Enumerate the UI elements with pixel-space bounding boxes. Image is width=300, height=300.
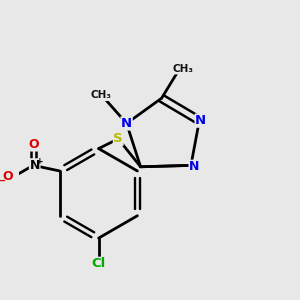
Text: N: N — [121, 117, 132, 130]
Text: N: N — [195, 114, 206, 127]
Text: O: O — [28, 138, 39, 151]
Text: S: S — [113, 132, 123, 145]
Text: N: N — [29, 159, 40, 172]
Text: CH₃: CH₃ — [90, 91, 111, 100]
Text: −: − — [0, 176, 6, 186]
Text: Cl: Cl — [92, 257, 106, 270]
Text: +: + — [36, 157, 44, 166]
Text: CH₃: CH₃ — [172, 64, 193, 74]
Text: O: O — [3, 170, 13, 183]
Text: N: N — [189, 160, 200, 173]
